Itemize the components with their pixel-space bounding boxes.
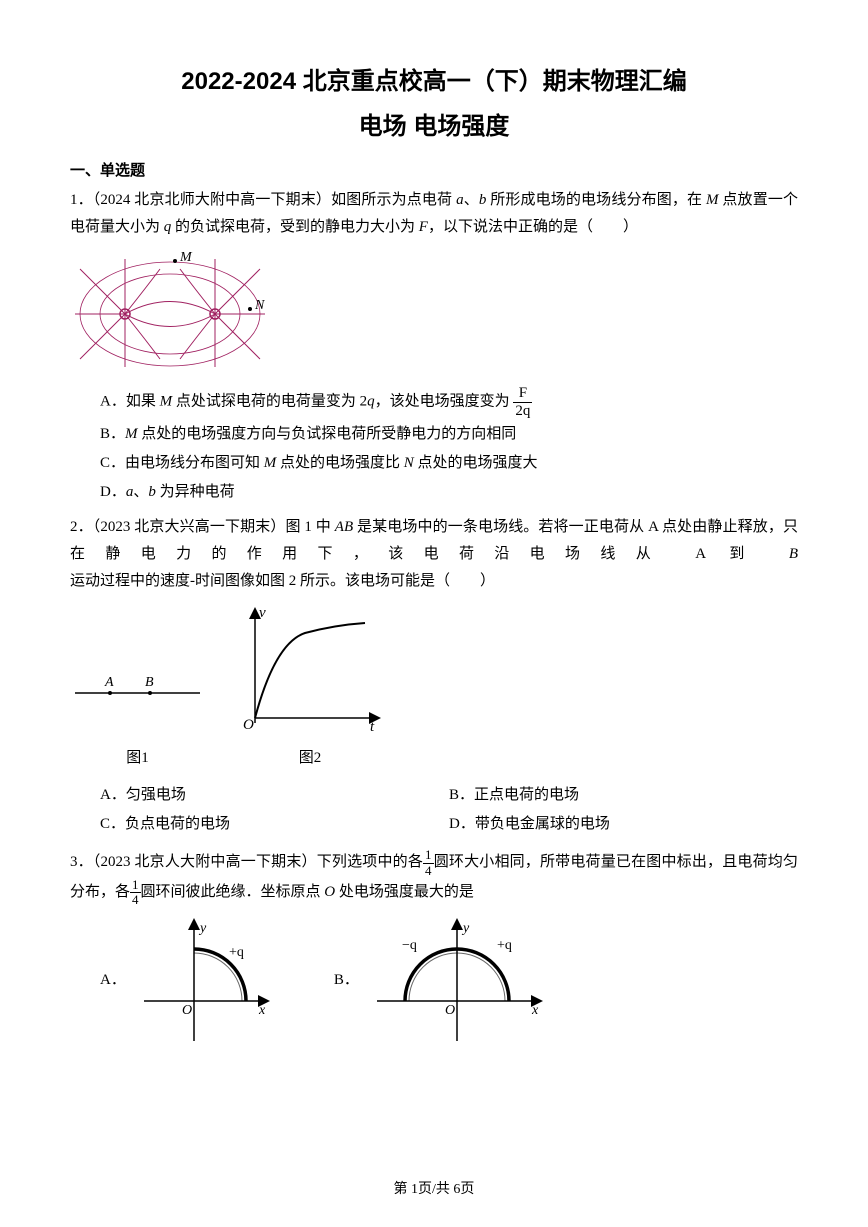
fig2-label: 图2 (235, 745, 385, 772)
q1-text: 、 (464, 192, 479, 208)
o-label: O (182, 1003, 192, 1018)
var-F: F (419, 219, 428, 235)
fig1-label: 图1 (70, 745, 205, 772)
q1-option-a: A．如果 M 点处试探电荷的电荷量变为 2q，该处电场强度变为 F2q (100, 385, 798, 419)
fraction: 14 (130, 878, 141, 908)
label-A: A (104, 675, 114, 690)
var-a: a (456, 192, 464, 208)
frac-num: 1 (423, 848, 434, 863)
q3-option-b: B． y x O −q +q (334, 916, 547, 1046)
q2-option-d: D．带负电金属球的电场 (449, 811, 798, 838)
frac-num: 1 (130, 878, 141, 893)
q1-option-c: C．由电场线分布图可知 M 点处的电场强度比 N 点处的电场强度大 (100, 450, 798, 477)
optB-text: 点处的电场强度方向与负试探电荷所受静电力的方向相同 (138, 426, 517, 442)
optB-text: B． (100, 426, 125, 442)
optB-label: B． (334, 967, 359, 994)
o-label: O (243, 717, 254, 733)
q2-number: 2． (70, 519, 93, 535)
x-label: x (258, 1003, 266, 1018)
optA-text: ，该处电场强度变为 (375, 394, 510, 410)
q2-figures: A B 图1 v t O 图2 (70, 603, 798, 772)
q2-options: A．匀强电场 C．负点电荷的电场 B．正点电荷的电场 D．带负电金属球的电场 (100, 780, 798, 840)
q2-text: 图 1 中 (285, 519, 334, 535)
charge-label: +q (497, 938, 512, 953)
frac-den: 4 (130, 893, 141, 907)
q3-figA: y x O +q (134, 916, 274, 1046)
optD-text: 、 (133, 484, 148, 500)
q3-option-a: A． y x O +q (100, 916, 274, 1046)
q3-text: 圆环间彼此绝缘．坐标原点 (141, 884, 325, 900)
frac-num: F (513, 385, 532, 403)
optA-text: A．如果 (100, 394, 160, 410)
q1-option-b: B．M 点处的电场强度方向与负试探电荷所受静电力的方向相同 (100, 421, 798, 448)
charge-label: −q (402, 938, 417, 953)
q1-text: 的负试探电荷，受到的静电力大小为 (171, 219, 419, 235)
fraction: 14 (423, 848, 434, 878)
var-M: M (125, 426, 138, 442)
question-2: 2．（2023 北京大兴高一下期末）图 1 中 AB 是某电场中的一条电场线。若… (70, 514, 798, 595)
q3-number: 3． (70, 855, 93, 871)
q2-option-c: C．负点电荷的电场 (100, 811, 449, 838)
svg-text:N: N (254, 298, 265, 313)
optC-text: C．由电场线分布图可知 (100, 455, 264, 471)
o-label: O (445, 1003, 455, 1018)
var-M: M (706, 192, 719, 208)
q3-text: 下列选项中的各 (317, 855, 423, 871)
question-1: 1．（2024 北京北师大附中高一下期末）如图所示为点电荷 a、b 所形成电场的… (70, 187, 798, 241)
var-B: B (789, 546, 798, 562)
var-b: b (148, 484, 156, 500)
optA-label: A． (100, 967, 126, 994)
label-B: B (145, 675, 154, 690)
optC-text: 点处的电场强度比 (276, 455, 404, 471)
var-O: O (324, 884, 335, 900)
q3-source: （2023 北京人大附中高一下期末） (93, 855, 317, 871)
q1-figure: M N (70, 249, 798, 379)
var-N: N (404, 455, 414, 471)
title-sub: 电场 电场强度 (70, 105, 798, 148)
y-label: y (461, 921, 470, 936)
fig1-diagram: A B (70, 653, 205, 733)
q1-text: 如图所示为点电荷 (331, 192, 456, 208)
q2-source: （2023 北京大兴高一下期末） (93, 519, 286, 535)
x-label: x (531, 1003, 539, 1018)
optA-text: 点处试探电荷的电荷量变为 2 (172, 394, 367, 410)
page-footer: 第 1页/共 6页 (0, 1177, 868, 1202)
q1-options: A．如果 M 点处试探电荷的电荷量变为 2q，该处电场强度变为 F2q B．M … (100, 385, 798, 506)
fig2-graph: v t O (235, 603, 385, 733)
q2-fig2: v t O 图2 (235, 603, 385, 772)
var-M: M (160, 394, 173, 410)
y-label: y (198, 921, 207, 936)
q1-option-d: D．a、b 为异种电荷 (100, 479, 798, 506)
q2-fig1: A B 图1 (70, 653, 205, 772)
var-AB: AB (335, 519, 353, 535)
v-label: v (259, 605, 266, 621)
q1-number: 1． (70, 192, 93, 208)
fraction: F2q (513, 385, 532, 419)
optD-text: D． (100, 484, 126, 500)
frac-den: 4 (423, 864, 434, 878)
q2-option-a: A．匀强电场 (100, 782, 449, 809)
q3-figB: y x O −q +q (367, 916, 547, 1046)
var-q: q (367, 394, 375, 410)
question-3: 3．（2023 北京人大附中高一下期末）下列选项中的各14圆环大小相同，所带电荷… (70, 848, 798, 907)
q3-text: 处电场强度最大的是 (335, 884, 474, 900)
optC-text: 点处的电场强度大 (414, 455, 538, 471)
frac-den: 2q (513, 403, 532, 420)
field-lines-diagram: M N (70, 249, 270, 369)
q1-text: ，以下说法中正确的是（ ） (428, 219, 638, 235)
charge-label: +q (229, 945, 244, 960)
section-header: 一、单选题 (70, 158, 798, 185)
svg-text:M: M (179, 250, 193, 265)
t-label: t (370, 719, 375, 733)
q2-text: 运动过程中的速度-时间图像如图 2 所示。该电场可能是（ ） (70, 573, 495, 589)
q3-options-row1: A． y x O +q B． (100, 916, 798, 1046)
q1-text: 所形成电场的电场线分布图，在 (486, 192, 706, 208)
q2-option-b: B．正点电荷的电场 (449, 782, 798, 809)
var-M: M (264, 455, 277, 471)
title-main: 2022-2024 北京重点校高一（下）期末物理汇编 (70, 60, 798, 103)
optD-text: 为异种电荷 (156, 484, 235, 500)
q1-source: （2024 北京北师大附中高一下期末） (93, 192, 331, 208)
